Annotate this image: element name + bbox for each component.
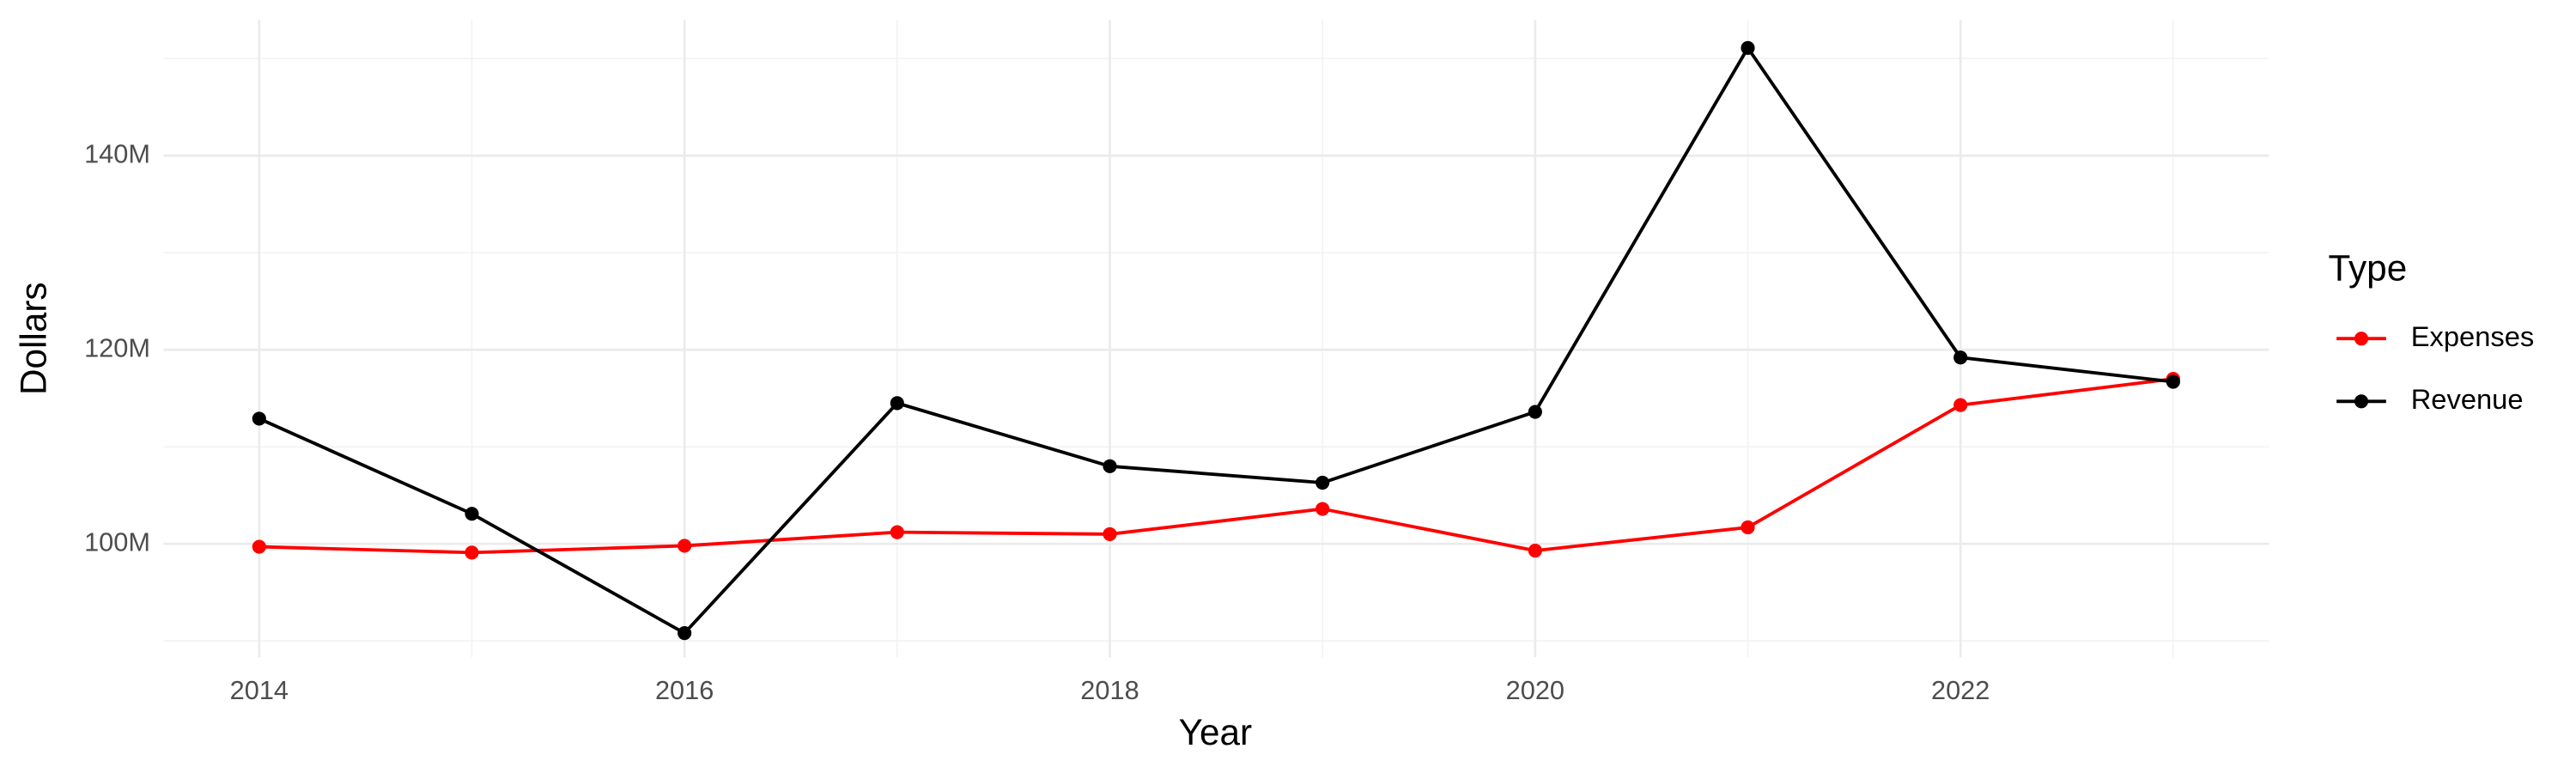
y-tick-label: 120M [84,332,150,362]
legend-key-point [2354,394,2369,409]
data-point [890,525,904,539]
x-axis-title: Year [1179,712,1252,752]
data-point [252,411,266,426]
data-point [1315,475,1330,490]
y-tick-label: 100M [84,526,150,557]
x-tick-label: 2014 [230,675,289,705]
data-point [1528,405,1542,419]
series-line [258,45,2174,636]
data-point [1315,502,1330,516]
series-line [258,377,2174,555]
data-point [1103,459,1117,473]
legend-key-point [2354,332,2369,346]
data-point [677,626,692,641]
legend-label: Revenue [2411,383,2524,415]
data-point [1741,520,1755,535]
x-tick-label: 2020 [1506,675,1564,705]
data-point [1103,526,1117,541]
grid [163,20,2269,658]
data-point [252,539,266,554]
data-point [465,507,479,521]
legend-title: Type [2329,248,2408,289]
x-tick-label: 2018 [1080,675,1139,705]
data-point [465,545,479,560]
data-point [1953,350,1968,365]
legend-label: Expenses [2411,320,2535,352]
data-point [1741,40,1755,55]
data-point [890,396,904,411]
data-point [677,539,692,553]
x-tick-label: 2016 [655,675,714,705]
y-tick-label: 140M [84,138,150,168]
y-axis-title: Dollars [13,282,53,395]
data-point [1953,398,1968,412]
x-tick-label: 2022 [1931,675,1990,705]
data-point [2166,374,2180,389]
data-point [1528,544,1542,558]
